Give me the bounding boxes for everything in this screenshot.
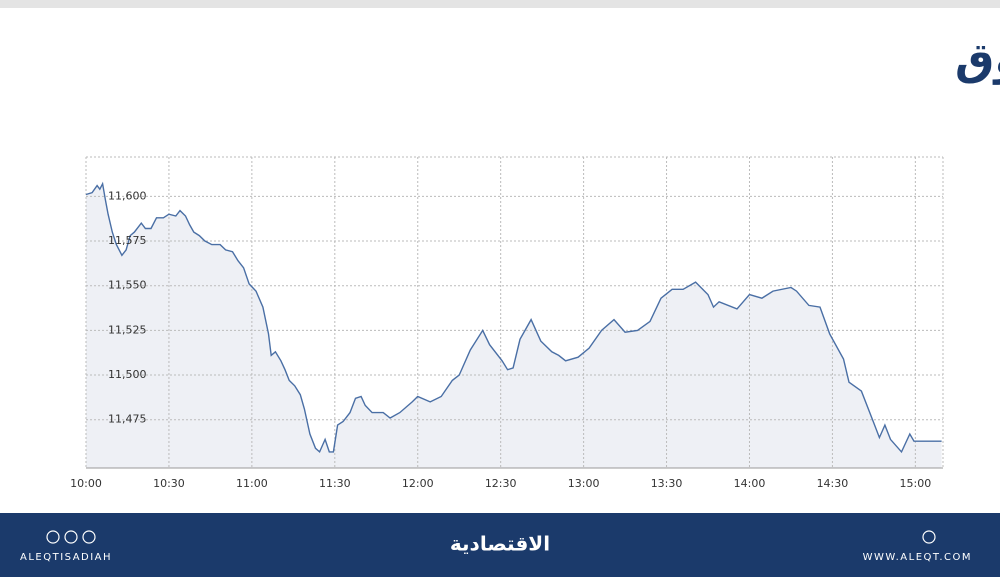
x-tick-label: 11:00: [236, 477, 268, 490]
y-tick-label: 11,500: [108, 368, 147, 381]
x-tick-label: 12:00: [402, 477, 434, 490]
x-tick-label: 12:30: [485, 477, 517, 490]
x-tick-label: 11:30: [319, 477, 351, 490]
top-strip: [0, 0, 1000, 8]
y-tick-label: 11,600: [108, 189, 147, 202]
web-icon: [922, 530, 936, 544]
instagram-icon: [46, 530, 60, 544]
y-tick-label: 11,475: [108, 413, 147, 426]
x-tick-label: 10:00: [70, 477, 102, 490]
logo: الاقتصادية: [450, 532, 550, 556]
twitter-icon: [82, 530, 96, 544]
line: [85, 181, 942, 454]
y-tick-label: 11,525: [108, 323, 147, 336]
x-tick-label: 10:30: [153, 477, 185, 490]
plot: 11,475 11,500 11,525 11,550 11,575 11,600 10:0…: [70, 156, 944, 490]
website: WWW.ALEQT.COM: [863, 552, 972, 563]
x-tick-label: 14:30: [817, 477, 849, 490]
x-tick-label: 13:00: [568, 477, 600, 490]
area: [86, 183, 942, 469]
social-handle: ALEQTISADIAH: [20, 552, 112, 563]
title: مؤشر السوق: [955, 34, 1000, 85]
x-tick-label: 15:00: [900, 477, 932, 490]
x-tick-label: 14:00: [734, 477, 766, 490]
y-tick-label: 11,575: [108, 234, 147, 247]
y-tick-label: 11,550: [108, 279, 147, 292]
x-tick-label: 13:30: [651, 477, 683, 490]
footer-bar: [0, 513, 1000, 577]
facebook-icon: [64, 530, 78, 544]
